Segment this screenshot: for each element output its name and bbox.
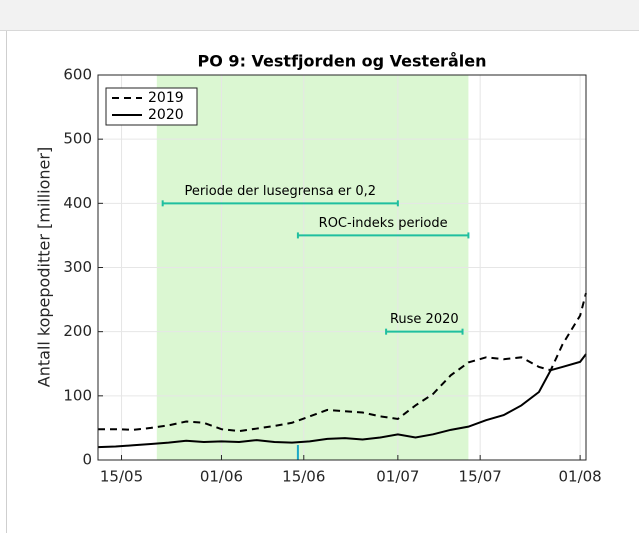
x-tick-label: 01/08 bbox=[559, 468, 602, 486]
x-tick-label: 15/05 bbox=[100, 468, 143, 486]
axes-frame bbox=[97, 74, 587, 461]
x-tick-label: 01/07 bbox=[376, 468, 419, 486]
y-tick-label: 0 bbox=[82, 451, 92, 469]
top-bar bbox=[0, 0, 639, 31]
y-tick-label: 400 bbox=[63, 194, 92, 212]
side-border bbox=[6, 31, 7, 533]
annotation-label: Periode der lusegrensa er 0,2 bbox=[184, 184, 376, 199]
x-tick-label: 15/06 bbox=[282, 468, 325, 486]
legend-label: 2020 bbox=[148, 107, 184, 123]
legend-box bbox=[105, 87, 198, 126]
y-tick-label: 300 bbox=[63, 258, 92, 276]
annotation-label: ROC-indeks periode bbox=[319, 216, 448, 231]
y-axis-label: Antall kopepoditter [millioner] bbox=[35, 147, 54, 387]
annotation-label: Ruse 2020 bbox=[390, 312, 459, 327]
line-series bbox=[98, 292, 587, 433]
chart-title: PO 9: Vestfjorden og Vesterålen bbox=[198, 52, 487, 71]
x-tick-label: 01/06 bbox=[200, 468, 243, 486]
y-tick-label: 100 bbox=[63, 386, 92, 404]
x-tick-label: 15/07 bbox=[459, 468, 502, 486]
line-series bbox=[97, 353, 587, 449]
y-tick-label: 500 bbox=[63, 130, 92, 148]
legend-label: 2019 bbox=[148, 90, 184, 106]
y-tick-label: 200 bbox=[63, 322, 92, 340]
y-tick-label: 600 bbox=[63, 66, 92, 84]
